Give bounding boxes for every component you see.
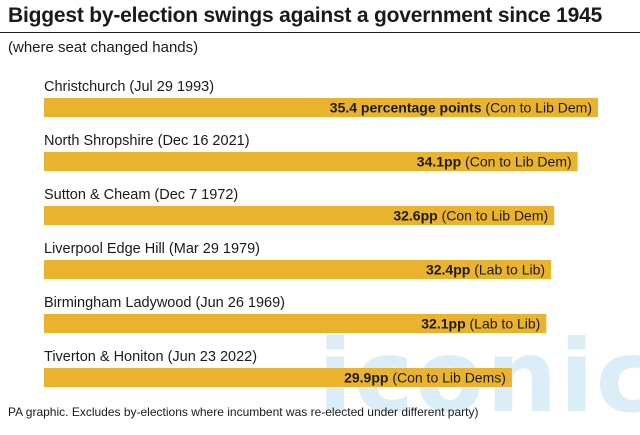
value-label-number: 32.6pp — [393, 208, 437, 224]
bar — [44, 314, 547, 333]
value-label-number: 32.4pp — [426, 262, 470, 278]
bar — [44, 260, 552, 279]
value-label: 34.1pp (Con to Lib Dem) — [417, 154, 572, 170]
footnote: PA graphic. Excludes by-elections where … — [8, 405, 479, 419]
category-label: Christchurch (Jul 29 1993) — [44, 79, 214, 95]
chart-subtitle: (where seat changed hands) — [8, 39, 199, 56]
value-label: 35.4 percentage points (Con to Lib Dem) — [330, 100, 592, 116]
value-label: 29.9pp (Con to Lib Dems) — [344, 370, 506, 386]
value-label-detail: (Con to Lib Dems) — [388, 370, 505, 386]
value-label-number: 34.1pp — [417, 154, 461, 170]
value-label-detail: (Con to Lib Dem) — [438, 208, 548, 224]
value-label-number: 29.9pp — [344, 370, 388, 386]
category-label: Birmingham Ladywood (Jun 26 1969) — [44, 295, 285, 311]
category-label: North Shropshire (Dec 16 2021) — [44, 133, 250, 149]
bar — [44, 368, 512, 387]
value-label-detail: (Con to Lib Dem) — [461, 154, 571, 170]
bar-chart: Christchurch (Jul 29 1993) 35.4 percentag… — [44, 79, 598, 387]
category-label: Tiverton & Honiton (Jun 23 2022) — [44, 349, 257, 365]
value-label-detail: (Lab to Lib) — [466, 316, 541, 332]
value-label-number: 32.1pp — [421, 316, 465, 332]
value-label-detail: (Con to Lib Dem) — [482, 100, 592, 116]
title-divider — [0, 32, 640, 33]
value-label-detail: (Lab to Lib) — [470, 262, 545, 278]
value-label-number: 35.4 percentage points — [330, 100, 482, 116]
value-label: 32.6pp (Con to Lib Dem) — [393, 208, 548, 224]
category-label: Sutton & Cheam (Dec 7 1972) — [44, 187, 238, 203]
bar — [44, 206, 555, 225]
category-label: Liverpool Edge Hill (Mar 29 1979) — [44, 241, 260, 257]
bar — [44, 98, 598, 117]
value-label: 32.4pp (Lab to Lib) — [426, 262, 545, 278]
value-label: 32.1pp (Lab to Lib) — [421, 316, 540, 332]
chart-title: Biggest by-election swings against a gov… — [8, 4, 603, 27]
bar — [44, 152, 578, 171]
